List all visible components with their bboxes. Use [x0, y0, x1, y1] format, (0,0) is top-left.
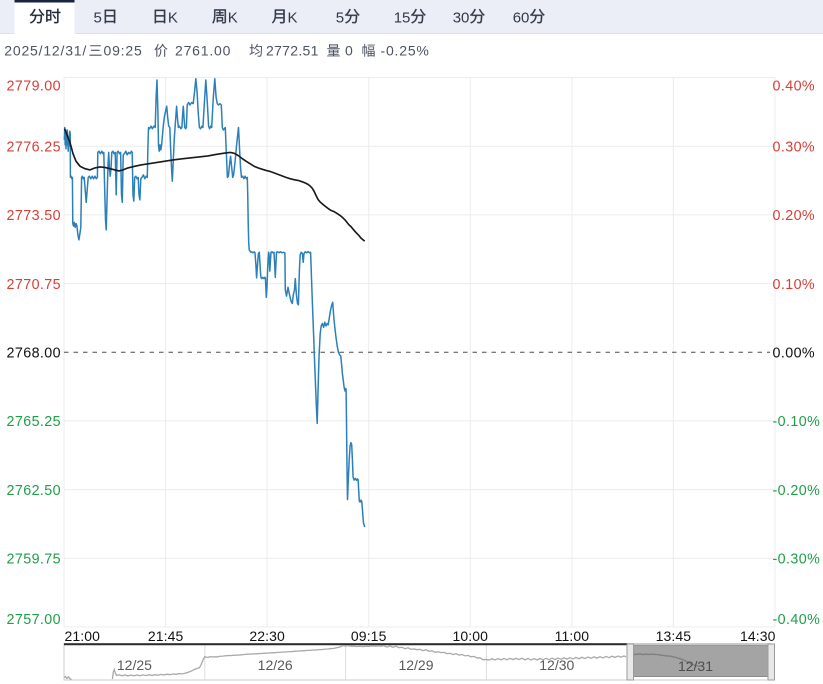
svg-text:2762.50: 2762.50: [7, 483, 61, 499]
svg-text:0.20%: 0.20%: [773, 208, 816, 224]
svg-text:2025/12/31/: 2025/12/31/: [4, 43, 87, 59]
svg-text:0: 0: [345, 43, 354, 59]
svg-text:2773.50: 2773.50: [7, 208, 61, 224]
svg-text:-0.10%: -0.10%: [773, 414, 821, 430]
svg-text:-0.25%: -0.25%: [381, 43, 430, 59]
svg-text:30: 30: [453, 10, 470, 27]
svg-text:09:15: 09:15: [351, 628, 387, 644]
svg-text:0.30%: 0.30%: [773, 139, 816, 155]
svg-text:60: 60: [513, 10, 530, 27]
svg-text:K: K: [228, 10, 238, 27]
svg-text:2772.51: 2772.51: [266, 43, 319, 59]
svg-text:2759.75: 2759.75: [7, 552, 61, 568]
svg-text:15: 15: [394, 10, 411, 27]
svg-text:2765.25: 2765.25: [7, 414, 61, 430]
svg-text:10:00: 10:00: [453, 628, 489, 644]
svg-text:09:25: 09:25: [104, 43, 143, 59]
svg-text:0.40%: 0.40%: [773, 79, 816, 95]
svg-text:0.10%: 0.10%: [773, 277, 816, 293]
svg-text:2770.75: 2770.75: [7, 277, 61, 293]
svg-text:13:45: 13:45: [656, 628, 692, 644]
svg-text:21:00: 21:00: [65, 628, 101, 644]
svg-text:2768.00: 2768.00: [7, 345, 61, 361]
svg-text:12/26: 12/26: [258, 657, 293, 673]
svg-text:21:45: 21:45: [148, 628, 184, 644]
svg-text:-0.30%: -0.30%: [773, 552, 821, 568]
svg-text:K: K: [168, 10, 178, 27]
svg-text:0.00%: 0.00%: [773, 345, 816, 361]
svg-text:12/25: 12/25: [117, 657, 152, 673]
svg-text:2779.00: 2779.00: [7, 79, 61, 95]
svg-text:5: 5: [336, 10, 344, 27]
svg-text:-0.40%: -0.40%: [773, 612, 821, 628]
svg-text:11:00: 11:00: [555, 628, 590, 644]
svg-text:12/30: 12/30: [539, 657, 574, 673]
svg-text:22:30: 22:30: [249, 628, 285, 644]
svg-text:14:30: 14:30: [740, 628, 776, 644]
svg-text:2761.00: 2761.00: [175, 43, 231, 59]
svg-text:12/31: 12/31: [678, 658, 713, 674]
svg-text:2757.00: 2757.00: [7, 612, 61, 628]
svg-text:-0.20%: -0.20%: [773, 483, 821, 499]
svg-text:K: K: [288, 10, 298, 27]
svg-text:12/29: 12/29: [398, 657, 433, 673]
svg-text:2776.25: 2776.25: [7, 139, 61, 155]
svg-text:5: 5: [94, 10, 102, 27]
